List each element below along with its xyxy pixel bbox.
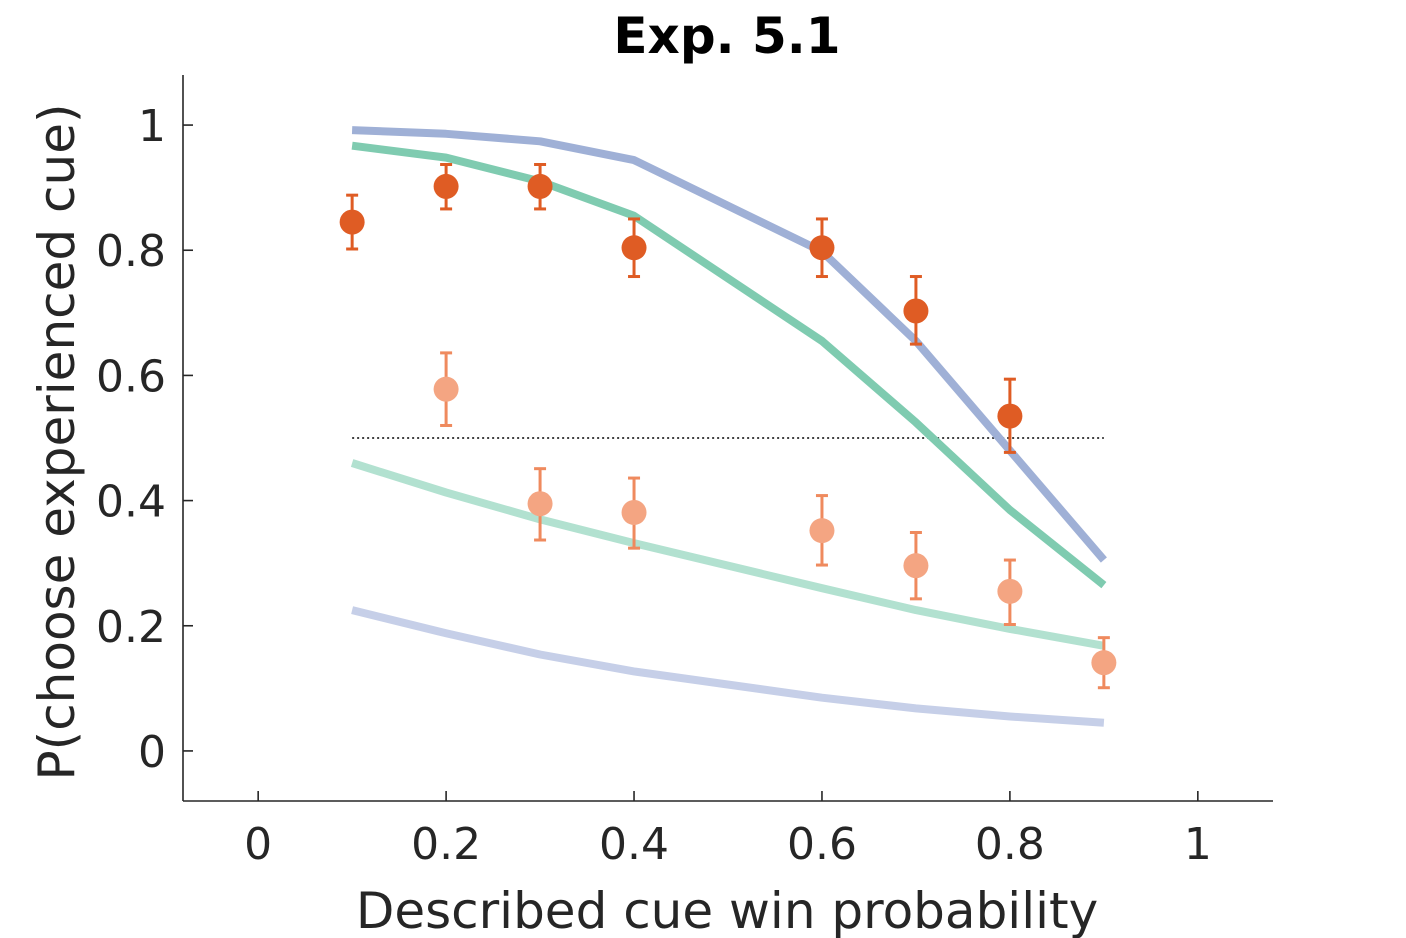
data-point-series-2 <box>903 553 929 579</box>
x-tick-label: 0.4 <box>599 819 669 870</box>
data-point-series-1 <box>433 173 459 199</box>
x-axis-label: Described cue win probability <box>356 882 1098 938</box>
x-tick-label: 0 <box>244 819 272 870</box>
data-point-series-1 <box>339 209 365 235</box>
data-point-series-2 <box>809 518 835 544</box>
data-point-series-2 <box>621 499 647 525</box>
x-tick-label: 1 <box>1184 819 1212 870</box>
data-point-series-1 <box>527 173 553 199</box>
series-line-3 <box>350 459 1105 650</box>
x-tick-label: 0.8 <box>975 819 1045 870</box>
plot-area: 0 0.2 0.4 0.6 0.8 1 0 0.2 0.4 0.6 0.8 1 <box>96 75 1273 870</box>
data-point-series-2 <box>527 491 553 517</box>
series-line-1 <box>351 126 1107 563</box>
y-axis-label: P(choose experienced cue) <box>28 104 86 781</box>
data-point-series-2 <box>997 578 1023 604</box>
chart-title: Exp. 5.1 <box>613 7 840 65</box>
series-line-4 <box>351 606 1105 727</box>
data-point-series-1 <box>809 235 835 261</box>
data-point-series-1 <box>621 235 647 261</box>
y-tick-label: 0 <box>138 727 166 778</box>
y-tick-label: 0.8 <box>96 226 166 277</box>
y-tick-label: 0.2 <box>96 602 166 653</box>
data-point-series-2 <box>1091 650 1117 676</box>
data-point-series-1 <box>903 298 929 324</box>
x-tick-label: 0.2 <box>411 819 481 870</box>
series-line-2 <box>351 141 1107 589</box>
y-tick-label: 0.4 <box>96 477 166 528</box>
y-tick-label: 1 <box>138 101 166 152</box>
data-point-series-1 <box>997 403 1023 429</box>
y-tick-label: 0.6 <box>96 351 166 402</box>
data-point-series-2 <box>433 376 459 402</box>
x-tick-label: 0.6 <box>787 819 857 870</box>
